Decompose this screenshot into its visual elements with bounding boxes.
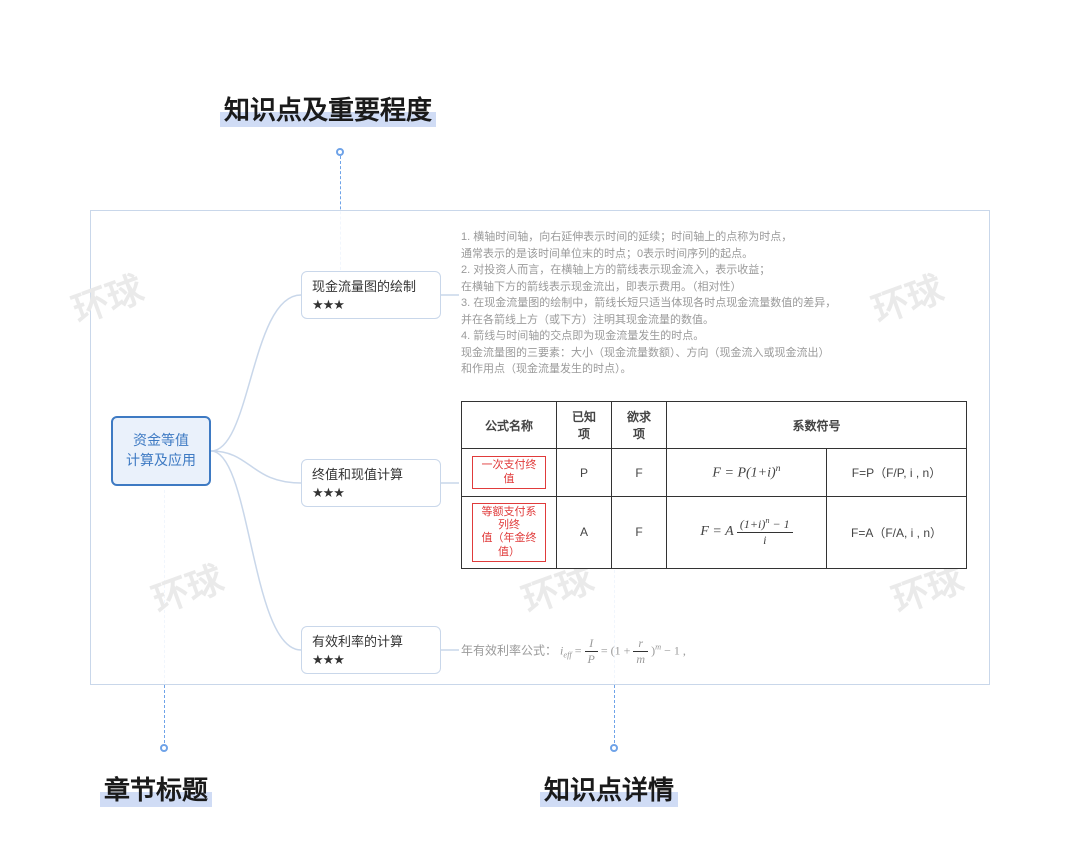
- annotation-dot-br: [610, 744, 618, 752]
- child-stars: ★★★: [312, 484, 430, 502]
- col-known: 已知项: [557, 402, 612, 449]
- watermark: 环球: [144, 550, 229, 623]
- want-cell: F: [612, 449, 667, 497]
- known-cell: A: [557, 497, 612, 569]
- detail-line: 2. 对投资人而言，在横轴上方的箭线表示现金流入，表示收益；: [461, 262, 971, 279]
- child-stars: ★★★: [312, 296, 430, 314]
- detail-text-block: 1. 横轴时间轴，向右延伸表示时间的延续；时间轴上的点称为时点， 通常表示的是该…: [461, 229, 971, 378]
- col-want: 欲求项: [612, 402, 667, 449]
- mindmap-root-label: 资金等值计算及应用: [126, 431, 196, 470]
- known-cell: P: [557, 449, 612, 497]
- annotation-importance: 知识点及重要程度: [220, 90, 436, 127]
- detail-line: 在横轴下方的箭线表示现金流出，即表示费用。（相对性）: [461, 279, 971, 296]
- mindmap-child-3: 有效利率的计算 ★★★: [301, 626, 441, 674]
- mindmap-child-1: 现金流量图的绘制 ★★★: [301, 271, 441, 319]
- coef-cell: F=A（F/A, i , n）: [827, 497, 967, 569]
- table-row: 等额支付系列终值（年金终值） A F F = A (1+i)n − 1 i F=…: [462, 497, 967, 569]
- annotation-dot-top: [336, 148, 344, 156]
- annotation-detail: 知识点详情: [540, 770, 678, 807]
- formula-name: 一次支付终值: [472, 456, 546, 488]
- table-header-row: 公式名称 已知项 欲求项 系数符号: [462, 402, 967, 449]
- annotation-dot-bl: [160, 744, 168, 752]
- formula-name: 等额支付系列终值（年金终值）: [472, 503, 546, 562]
- detail-line: 通常表示的是该时间单位末的时点；0表示时间序列的起点。: [461, 246, 971, 263]
- child-stars: ★★★: [312, 651, 430, 669]
- detail-line: 和作用点（现金流量发生的时点）。: [461, 361, 971, 378]
- child-label: 有效利率的计算: [312, 633, 430, 651]
- child-label: 终值和现值计算: [312, 466, 430, 484]
- watermark: 环球: [64, 260, 149, 333]
- detail-line: 现金流量图的三要素：大小（现金流量数额）、方向（现金流入或现金流出）: [461, 345, 971, 362]
- formula-cell: F = A (1+i)n − 1 i: [667, 497, 827, 569]
- detail-line: 1. 横轴时间轴，向右延伸表示时间的延续；时间轴上的点称为时点，: [461, 229, 971, 246]
- child-label: 现金流量图的绘制: [312, 278, 430, 296]
- mindmap-root: 资金等值计算及应用: [111, 416, 211, 486]
- detail-line: 3. 在现金流量图的绘制中，箭线长短只适当体现各时点现金流量数值的差异，: [461, 295, 971, 312]
- rate-prefix: 年有效利率公式：: [461, 643, 557, 657]
- want-cell: F: [612, 497, 667, 569]
- col-coef: 系数符号: [667, 402, 967, 449]
- effective-rate-formula: 年有效利率公式： ieff = IP = (1 + rm )m − 1 ,: [461, 636, 686, 667]
- mindmap-child-2: 终值和现值计算 ★★★: [301, 459, 441, 507]
- mindmap-panel: 环球 环球 环球 环球 环球 资金等值计算及应用 现金流量图的绘制 ★★★ 终值…: [90, 210, 990, 685]
- detail-line: 4. 箭线与时间轴的交点即为现金流量发生的时点。: [461, 328, 971, 345]
- annotation-chapter-title: 章节标题: [100, 770, 212, 807]
- table-row: 一次支付终值 P F F = P(1+i)n F=P（F/P, i , n）: [462, 449, 967, 497]
- formula-table: 公式名称 已知项 欲求项 系数符号 一次支付终值 P F F = P(1+i)n…: [461, 401, 967, 569]
- col-name: 公式名称: [462, 402, 557, 449]
- coef-cell: F=P（F/P, i , n）: [827, 449, 967, 497]
- formula-cell: F = P(1+i)n: [667, 449, 827, 497]
- detail-line: 并在各箭线上方（或下方）注明其现金流量的数值。: [461, 312, 971, 329]
